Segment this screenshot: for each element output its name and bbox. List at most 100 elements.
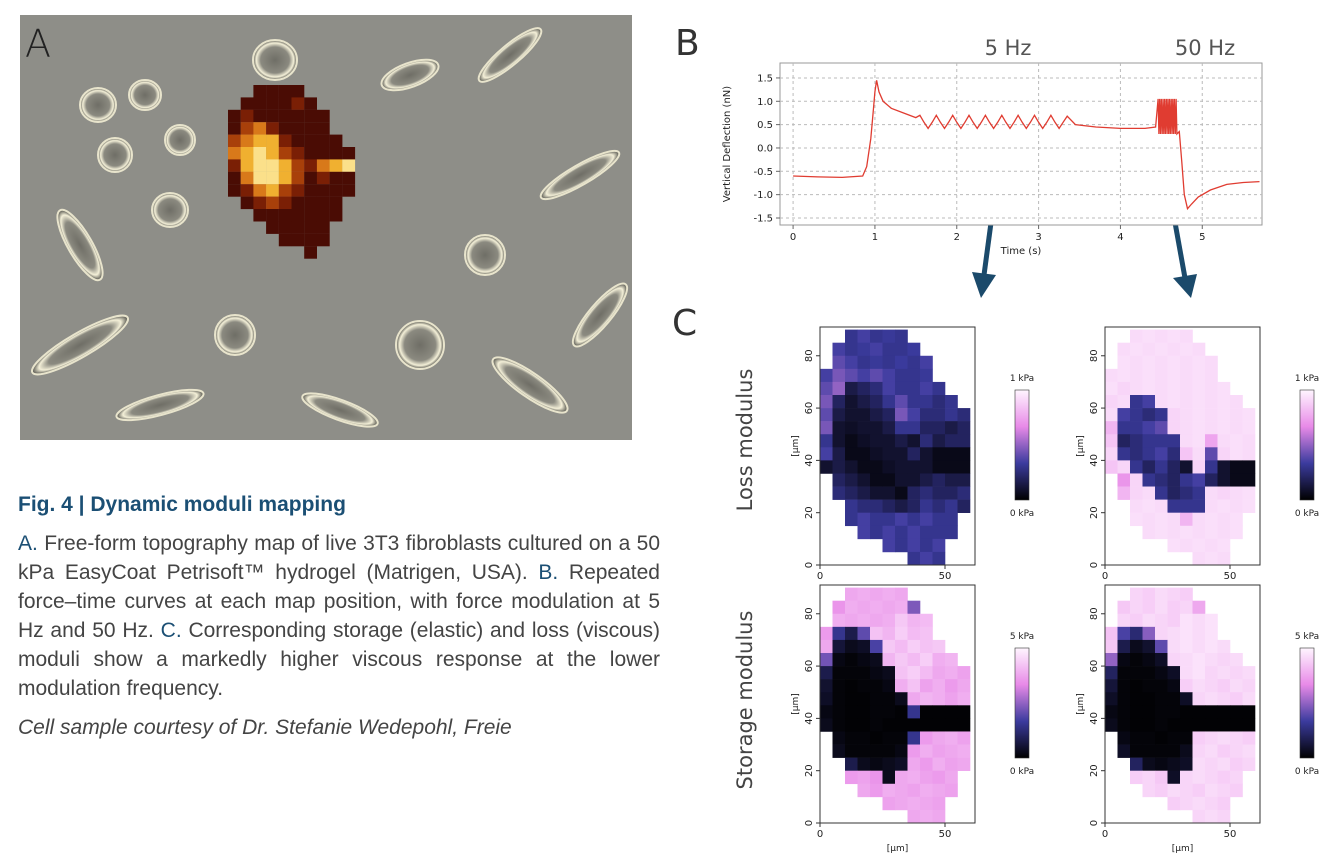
heat-cell — [1142, 679, 1156, 693]
heat-cell — [1180, 486, 1193, 500]
heat-cell — [920, 783, 933, 798]
heat-cell — [857, 613, 871, 628]
overlay-cell — [316, 209, 330, 222]
heat-cell — [1217, 783, 1231, 798]
colorbar-label: 0 kPa — [1295, 509, 1319, 519]
heat-cell — [907, 342, 921, 357]
heat-cell — [857, 731, 871, 745]
heat-cell — [870, 512, 883, 527]
heat-cell — [1130, 408, 1143, 422]
heat-cell — [820, 692, 833, 706]
heat-cell — [920, 679, 933, 693]
heat-cell — [1205, 705, 1218, 719]
heat-cell — [920, 421, 933, 435]
heat-cell — [882, 626, 896, 641]
heat-cell — [1180, 796, 1193, 811]
heat-cell — [1130, 718, 1143, 732]
heat-cell — [932, 809, 946, 824]
x-axis-label: [µm] — [887, 844, 909, 854]
heat-cell — [1142, 408, 1156, 422]
heat-cell — [907, 486, 921, 500]
heat-cell — [1142, 381, 1156, 396]
heat-cell — [1142, 600, 1156, 615]
plot-frame — [1104, 326, 1261, 566]
heat-cell — [1192, 718, 1206, 732]
colorbar — [1014, 389, 1030, 501]
heat-cell — [1167, 447, 1181, 461]
heat-cell — [857, 770, 871, 785]
heat-cell — [1105, 653, 1118, 667]
y-tick-label: 40 — [1089, 454, 1100, 467]
heat-cell — [1180, 613, 1193, 628]
heat-cell — [870, 744, 883, 758]
heat-cell — [920, 692, 933, 706]
heat-cell — [895, 408, 908, 422]
heat-cell — [945, 692, 958, 706]
colorbar-label: 5 kPa — [1010, 632, 1034, 642]
heat-cell — [1155, 395, 1168, 409]
heat-cell — [1217, 408, 1231, 422]
heat-cell — [1217, 718, 1231, 732]
panel-label: C — [672, 303, 697, 344]
x-axis-label: [µm] — [1172, 844, 1194, 854]
heat-cell — [820, 368, 833, 383]
overlay-cell — [228, 122, 241, 135]
heat-cell — [945, 525, 958, 540]
heat-cell — [1205, 408, 1218, 422]
heat-cell — [1242, 473, 1256, 487]
overlay-cell — [266, 184, 279, 197]
heat-cell — [870, 421, 883, 435]
heat-cell — [832, 639, 846, 654]
heat-cell — [1230, 525, 1243, 540]
caption-text: Repeated force–time curves at each map p… — [18, 561, 660, 642]
heat-cell — [845, 731, 858, 745]
heat-cell — [1242, 744, 1256, 758]
heat-cell — [1167, 587, 1181, 601]
heat-cell — [1230, 653, 1243, 667]
heat-cell — [1180, 692, 1193, 706]
heat-cell — [1142, 421, 1156, 435]
heat-cell — [932, 757, 946, 771]
overlay-cell — [278, 147, 292, 160]
heat-cell — [1155, 512, 1168, 527]
heat-cell — [870, 666, 883, 680]
overlay-cell — [278, 171, 292, 185]
heat-cell — [870, 447, 883, 461]
heat-cell — [845, 499, 858, 513]
overlay-cell — [291, 196, 305, 210]
heat-cell — [1192, 626, 1206, 641]
overlay-cell — [329, 184, 343, 197]
heat-cell — [1117, 705, 1131, 719]
heat-cell — [1217, 653, 1231, 667]
heat-cell — [1180, 421, 1193, 435]
heat-cell — [882, 421, 896, 435]
heat-cell — [845, 486, 858, 500]
overlay-cell — [278, 122, 292, 135]
caption-text: Corresponding storage (elastic) and loss… — [18, 619, 660, 700]
heat-cell — [1167, 460, 1181, 474]
heat-cell — [1180, 587, 1193, 601]
heat-cell — [1142, 355, 1156, 370]
caption-body: A. Free-form topography map of live 3T3 … — [18, 529, 660, 703]
heat-cell — [895, 499, 908, 513]
y-tick-label: 0 — [804, 562, 815, 568]
heat-cell — [820, 679, 833, 693]
heat-cell — [895, 796, 908, 811]
heat-cell — [907, 744, 921, 758]
x-tick-label: 2 — [954, 232, 960, 243]
heat-cell — [1105, 692, 1118, 706]
heat-cell — [945, 744, 958, 758]
heat-cell — [1230, 512, 1243, 527]
heat-cell — [945, 679, 958, 693]
heat-cell — [907, 718, 921, 732]
caption-title: Fig. 4 | Dynamic moduli mapping — [18, 493, 346, 516]
y-tick-label: 60 — [1089, 402, 1100, 415]
heat-cell — [895, 329, 908, 343]
heat-cell — [920, 473, 933, 487]
heat-cell — [1192, 447, 1206, 461]
heat-cell — [1142, 486, 1156, 500]
x-tick-label: 3 — [1035, 232, 1041, 243]
x-tick-label: 50 — [939, 829, 952, 840]
heat-cell — [1167, 538, 1181, 553]
heat-cell — [932, 653, 946, 667]
